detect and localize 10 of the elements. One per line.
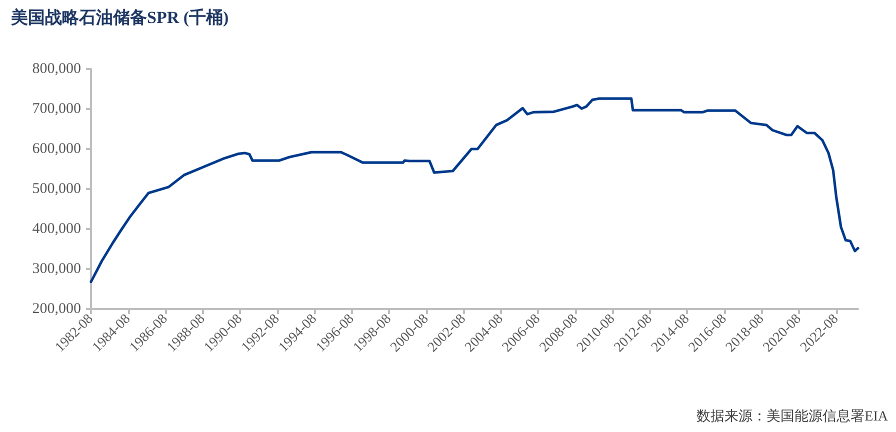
- y-tick-label: 300,000: [32, 261, 81, 277]
- source-note: 数据来源：美国能源信息署EIA: [696, 408, 889, 424]
- y-tick-label: 500,000: [32, 181, 81, 197]
- chart-title: 美国战略石油储备SPR (千桶): [10, 8, 229, 27]
- y-tick-label: 400,000: [32, 221, 81, 237]
- line-series: [90, 97, 860, 284]
- y-tick-label: 700,000: [32, 101, 81, 117]
- y-tick-label: 200,000: [32, 301, 81, 317]
- y-tick-label: 800,000: [32, 61, 81, 77]
- y-tick-label: 600,000: [32, 141, 81, 157]
